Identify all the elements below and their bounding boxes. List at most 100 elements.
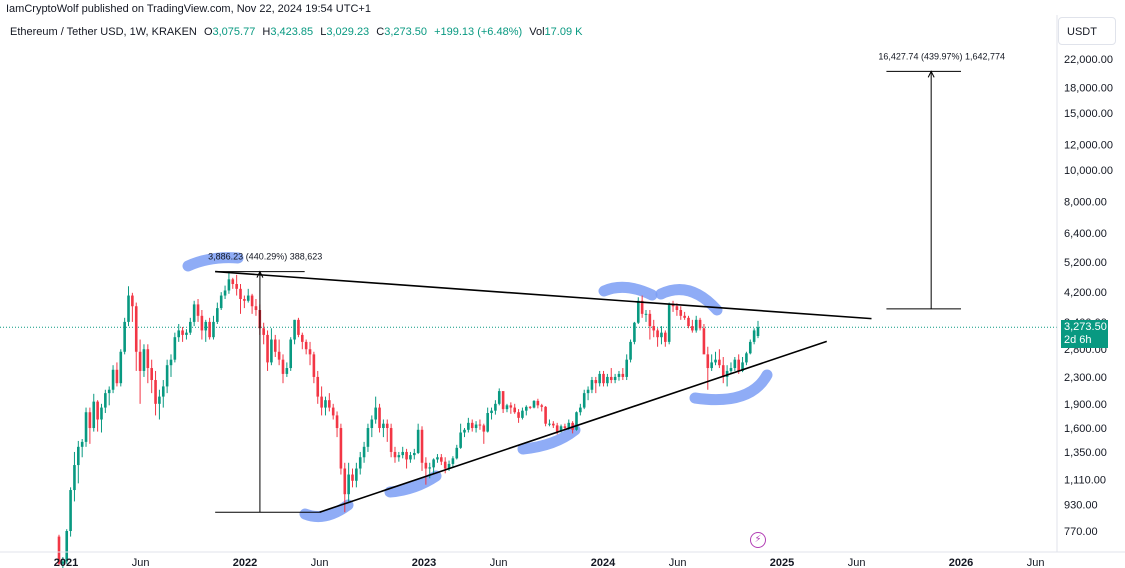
candle-body bbox=[134, 306, 138, 352]
candle-body bbox=[582, 393, 586, 408]
time-tick-label: 2023 bbox=[412, 557, 436, 568]
candle-body bbox=[212, 321, 215, 338]
candle-body bbox=[694, 319, 698, 331]
candle-body bbox=[161, 386, 165, 397]
candle-body bbox=[606, 376, 609, 384]
price-tick-label: 22,000.00 bbox=[1064, 54, 1113, 66]
candle-body bbox=[575, 412, 578, 430]
candle-body bbox=[165, 365, 169, 387]
candle-body bbox=[532, 400, 536, 408]
candle-body bbox=[362, 446, 366, 458]
highlight-stroke bbox=[655, 284, 723, 316]
measure-2-arrowhead bbox=[927, 70, 935, 78]
candle-body bbox=[216, 308, 219, 322]
currency-selector[interactable]: USDT bbox=[1058, 17, 1116, 45]
candle-body bbox=[169, 359, 173, 366]
candle-body bbox=[200, 315, 204, 331]
candle-body bbox=[158, 396, 161, 404]
candle-body bbox=[451, 458, 455, 464]
candle-body bbox=[613, 376, 617, 381]
candle-body bbox=[629, 341, 632, 360]
candle-body bbox=[752, 330, 756, 342]
candle-body bbox=[84, 412, 88, 442]
candle-body bbox=[61, 561, 65, 564]
candle-body bbox=[509, 405, 513, 408]
candle-body bbox=[127, 295, 130, 322]
time-tick-label: Jun bbox=[1027, 557, 1045, 568]
candle-body bbox=[243, 299, 246, 301]
candle-body bbox=[297, 319, 300, 335]
candle-body bbox=[154, 380, 157, 404]
candle-body bbox=[459, 432, 462, 448]
candle-body bbox=[92, 401, 96, 429]
candle-body bbox=[254, 306, 258, 310]
candle-body bbox=[474, 424, 478, 429]
candle-body bbox=[285, 368, 289, 374]
candle-body bbox=[656, 330, 659, 338]
candle-body bbox=[640, 300, 644, 314]
price-tick-label: 2,300.00 bbox=[1064, 372, 1107, 384]
candle-body bbox=[478, 424, 482, 426]
time-tick-label: Jun bbox=[311, 557, 329, 568]
candle-body bbox=[443, 461, 447, 469]
candle-body bbox=[185, 332, 188, 335]
candle-body bbox=[625, 359, 628, 377]
candle-body bbox=[138, 351, 142, 371]
candle-body bbox=[331, 407, 335, 416]
candle-body bbox=[227, 279, 231, 291]
low-key: L bbox=[320, 26, 327, 38]
candle-body bbox=[548, 423, 551, 425]
candle-body bbox=[335, 415, 339, 429]
price-tick-label: 18,000.00 bbox=[1064, 82, 1113, 94]
candle-body bbox=[412, 452, 416, 456]
candle-body bbox=[552, 423, 555, 426]
candle-body bbox=[436, 457, 439, 460]
symbol-name[interactable]: Ethereum / Tether USD, 1W, KRAKEN bbox=[10, 26, 197, 38]
candle-body bbox=[540, 405, 544, 407]
price-tick-label: 4,200.00 bbox=[1064, 287, 1107, 299]
price-tick-label: 1,350.00 bbox=[1064, 447, 1107, 459]
candle-body bbox=[455, 447, 459, 459]
candle-body bbox=[718, 359, 721, 366]
highlight-stroke bbox=[517, 424, 581, 455]
price-tick-label: 770.00 bbox=[1064, 526, 1098, 538]
candle-body bbox=[378, 407, 381, 429]
candle-body bbox=[355, 468, 358, 481]
trendline-resistance[interactable] bbox=[215, 270, 872, 320]
candle-body bbox=[111, 369, 115, 390]
high-key: H bbox=[262, 26, 271, 38]
candle-body bbox=[374, 407, 377, 420]
candle-body bbox=[57, 536, 61, 564]
candle-body bbox=[131, 295, 134, 307]
candle-body bbox=[173, 337, 177, 360]
candle-body bbox=[636, 300, 640, 323]
candle-body bbox=[528, 406, 532, 408]
candle-body bbox=[729, 368, 733, 371]
candle-body bbox=[239, 288, 242, 300]
trendline-support[interactable] bbox=[319, 340, 828, 513]
time-tick-label: Jun bbox=[132, 557, 150, 568]
measure-2-label: 16,427.74 (439.97%) 1,642,774 bbox=[878, 51, 1005, 61]
candle-body bbox=[273, 339, 277, 352]
tradingview-logo-icon[interactable]: ⚡ bbox=[750, 532, 766, 548]
candle-body bbox=[702, 328, 706, 355]
candle-body bbox=[416, 429, 420, 453]
candle-body bbox=[675, 306, 679, 310]
candle-body bbox=[382, 423, 385, 429]
candle-body bbox=[316, 376, 320, 397]
currency-label: USDT bbox=[1067, 26, 1097, 38]
candle-body bbox=[231, 279, 235, 285]
candle-body bbox=[536, 400, 540, 406]
candle-body bbox=[142, 349, 146, 371]
candles-group bbox=[57, 271, 760, 568]
candle-body bbox=[664, 332, 667, 342]
highlight-stroke bbox=[384, 470, 442, 498]
candle-body bbox=[706, 354, 710, 369]
candle-body bbox=[501, 391, 505, 410]
open-value: 3,075.77 bbox=[212, 26, 256, 38]
candle-body bbox=[181, 330, 184, 335]
candle-body bbox=[559, 426, 563, 432]
candle-body bbox=[517, 412, 520, 418]
candle-body bbox=[737, 359, 740, 371]
